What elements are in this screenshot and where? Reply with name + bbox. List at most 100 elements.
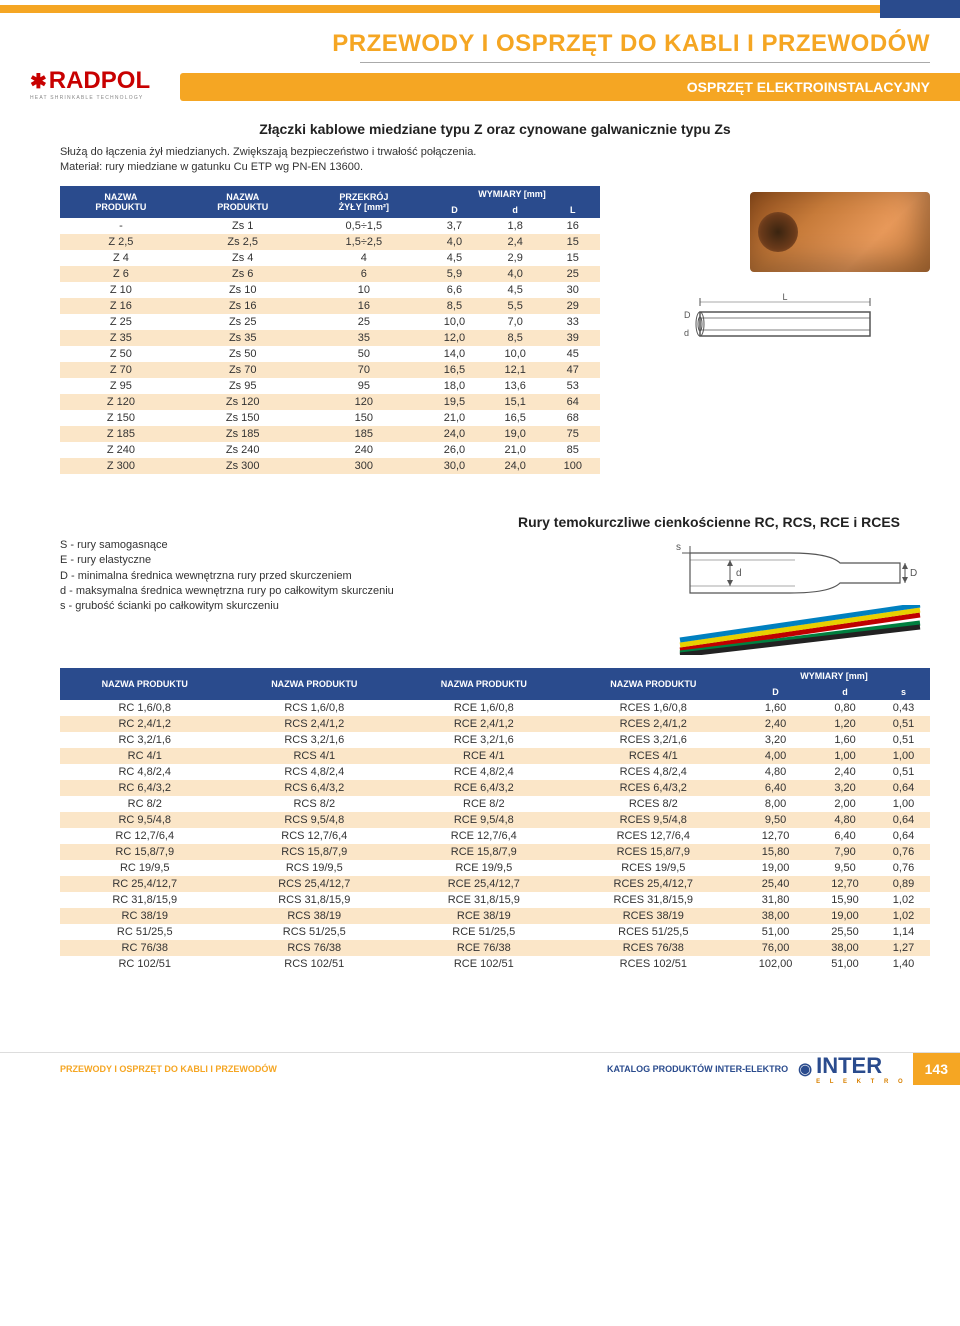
th-D: D [424, 202, 485, 218]
table-cell: 51,00 [738, 924, 813, 940]
top-band-orange [0, 5, 880, 13]
table-cell: RCE 4,8/2,4 [399, 764, 569, 780]
table-cell: Zs 50 [182, 346, 304, 362]
table-cell: RC 4,8/2,4 [60, 764, 230, 780]
table-cell: 5,9 [424, 266, 485, 282]
table-cell: Z 2,5 [60, 234, 182, 250]
table-cell: RC 19/9,5 [60, 860, 230, 876]
table-row: RC 102/51RCS 102/51RCE 102/51RCES 102/51… [60, 956, 930, 972]
table-cell: 4 [304, 250, 424, 266]
th2-d: d [813, 684, 877, 700]
table-cell: 45 [546, 346, 600, 362]
table-cell: 4,00 [738, 748, 813, 764]
table-cell: Z 6 [60, 266, 182, 282]
table-row: RC 3,2/1,6RCS 3,2/1,6RCE 3,2/1,6RCES 3,2… [60, 732, 930, 748]
table-shrink-tubes: NAZWA PRODUKTU NAZWA PRODUKTU NAZWA PROD… [60, 668, 930, 972]
th2-rcs: NAZWA PRODUKTU [230, 668, 400, 700]
table-row: Z 300Zs 30030030,024,0100 [60, 458, 600, 474]
table-cell: 1,02 [877, 892, 930, 908]
table-cell: 16 [546, 218, 600, 234]
table-cell: RC 38/19 [60, 908, 230, 924]
table-cell: 15,1 [485, 394, 546, 410]
table-connectors: NAZWAPRODUKTU NAZWAPRODUKTU PRZEKRÓJŻYŁY… [60, 186, 600, 474]
table-cell: 38,00 [813, 940, 877, 956]
table-cell: 15,80 [738, 844, 813, 860]
table-cell: 1,8 [485, 218, 546, 234]
table-cell: Zs 240 [182, 442, 304, 458]
footer-left: PRZEWODY I OSPRZĘT DO KABLI I PRZEWODÓW [0, 1056, 607, 1082]
logo-subtext: HEAT SHRINKABLE TECHNOLOGY [30, 95, 180, 101]
footer-logo-icon: ◉ [798, 1059, 812, 1079]
table-cell: Z 300 [60, 458, 182, 474]
table-cell: RCE 76/38 [399, 940, 569, 956]
table-cell: RC 76/38 [60, 940, 230, 956]
table-cell: RCE 15,8/7,9 [399, 844, 569, 860]
table-cell: RCE 31,8/15,9 [399, 892, 569, 908]
table-cell: 4,0 [485, 266, 546, 282]
table-cell: RCS 51/25,5 [230, 924, 400, 940]
table-row: RC 4/1RCS 4/1RCE 4/1RCES 4/14,001,001,00 [60, 748, 930, 764]
header-row: ✱RADPOL HEAT SHRINKABLE TECHNOLOGY PRZEW… [0, 18, 960, 101]
table-row: Z 10Zs 10106,64,530 [60, 282, 600, 298]
table-cell: 7,0 [485, 314, 546, 330]
th-name2: NAZWAPRODUKTU [182, 186, 304, 218]
top-band [0, 0, 960, 18]
table-cell: Z 50 [60, 346, 182, 362]
table-cell: RCE 12,7/6,4 [399, 828, 569, 844]
table-cell: RCES 6,4/3,2 [569, 780, 739, 796]
table-cell: RCES 3,2/1,6 [569, 732, 739, 748]
table-cell: 25,50 [813, 924, 877, 940]
table-cell: RC 8/2 [60, 796, 230, 812]
table-cell: 8,00 [738, 796, 813, 812]
table-cell: Z 120 [60, 394, 182, 410]
table-cell: Zs 4 [182, 250, 304, 266]
table-cell: 68 [546, 410, 600, 426]
table-cell: 24,0 [485, 458, 546, 474]
diagram-label-d: d [684, 328, 689, 338]
table-cell: RCES 102/51 [569, 956, 739, 972]
table-cell: 4,80 [813, 812, 877, 828]
table-cell: 13,6 [485, 378, 546, 394]
table-cell: Zs 35 [182, 330, 304, 346]
table-cell: RCS 9,5/4,8 [230, 812, 400, 828]
note-line: s - grubość ścianki po całkowitym skurcz… [60, 599, 650, 614]
table-cell: RCES 25,4/12,7 [569, 876, 739, 892]
page-footer: PRZEWODY I OSPRZĘT DO KABLI I PRZEWODÓW … [0, 1052, 960, 1085]
table-cell: RCES 15,8/7,9 [569, 844, 739, 860]
table-cell: - [60, 218, 182, 234]
table-cell: 0,80 [813, 700, 877, 716]
table-cell: 0,76 [877, 860, 930, 876]
table-row: RC 9,5/4,8RCS 9,5/4,8RCE 9,5/4,8RCES 9,5… [60, 812, 930, 828]
table-cell: Z 240 [60, 442, 182, 458]
table-cell: 2,00 [813, 796, 877, 812]
table-cell: RCS 2,4/1,2 [230, 716, 400, 732]
table-cell: RCE 3,2/1,6 [399, 732, 569, 748]
table-cell: 150 [304, 410, 424, 426]
table-cell: 12,70 [813, 876, 877, 892]
table-cell: 1,00 [877, 748, 930, 764]
table-cell: RCE 102/51 [399, 956, 569, 972]
table-cell: RCS 1,6/0,8 [230, 700, 400, 716]
table-cell: 1,00 [813, 748, 877, 764]
table-cell: 50 [304, 346, 424, 362]
table-row: Z 185Zs 18518524,019,075 [60, 426, 600, 442]
table-cell: RCE 2,4/1,2 [399, 716, 569, 732]
table-row: Z 150Zs 15015021,016,568 [60, 410, 600, 426]
note-line: D - minimalna średnica wewnętrzna rury p… [60, 569, 650, 584]
table-row: RC 6,4/3,2RCS 6,4/3,2RCE 6,4/3,2RCES 6,4… [60, 780, 930, 796]
footer-logo-sub: E L E K T R O [816, 1079, 907, 1085]
table-row: -Zs 10,5÷1,53,71,816 [60, 218, 600, 234]
table-cell: Z 16 [60, 298, 182, 314]
table-row: Z 95Zs 959518,013,653 [60, 378, 600, 394]
color-tubes-photo [670, 605, 930, 655]
table-cell: RCE 4/1 [399, 748, 569, 764]
table-cell: RC 4/1 [60, 748, 230, 764]
table-row: RC 12,7/6,4RCS 12,7/6,4RCE 12,7/6,4RCES … [60, 828, 930, 844]
table-cell: 19,5 [424, 394, 485, 410]
page-title: PRZEWODY I OSPRZĘT DO KABLI I PRZEWODÓW [180, 18, 960, 62]
table-cell: RCS 3,2/1,6 [230, 732, 400, 748]
table-cell: 2,9 [485, 250, 546, 266]
table-cell: RCE 6,4/3,2 [399, 780, 569, 796]
table-cell: Z 10 [60, 282, 182, 298]
table-cell: RCES 4/1 [569, 748, 739, 764]
